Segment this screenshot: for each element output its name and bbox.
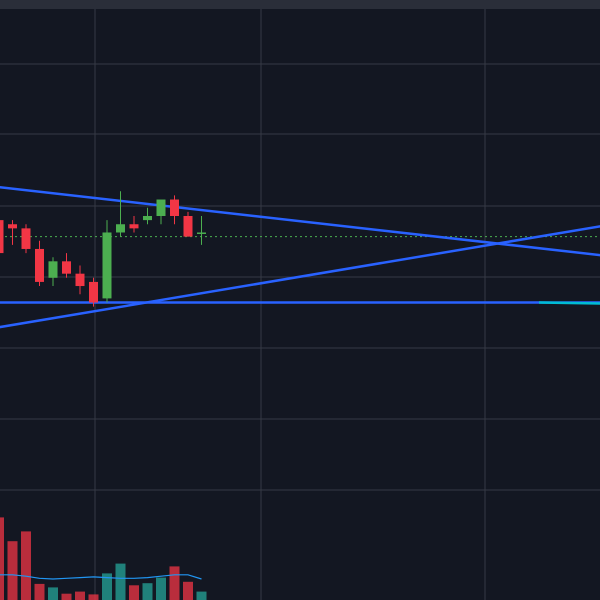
candle-body (75, 273, 85, 287)
candle (0, 220, 4, 254)
candle-body (89, 281, 98, 303)
candle-body (116, 224, 125, 233)
volume-bar (102, 573, 112, 600)
candle-body (21, 228, 31, 249)
candle (102, 220, 112, 303)
volume-bar (129, 585, 139, 600)
cyan-trend-segment[interactable] (538, 301, 600, 307)
candle (21, 224, 31, 254)
volume-moving-average-line (0, 574, 202, 580)
volume-bar (7, 541, 18, 600)
volume-bar (48, 587, 58, 600)
candle-body (35, 248, 44, 282)
candle (143, 207, 152, 225)
candle-body (197, 232, 206, 234)
volume-bar (61, 593, 72, 600)
candle (8, 220, 17, 245)
volume-bar (34, 583, 45, 600)
candle (197, 216, 206, 245)
candle-body (156, 199, 166, 216)
volume-bars (0, 517, 207, 600)
volume-bar (156, 577, 166, 600)
volume-bar (183, 581, 193, 600)
candlesticks (0, 191, 206, 307)
candle-body (102, 232, 112, 299)
candle (75, 265, 85, 295)
volume-bar (142, 583, 153, 600)
grid-lines (0, 9, 600, 600)
chart-top-bar (0, 0, 600, 9)
candle (62, 253, 71, 278)
candle (35, 240, 44, 287)
candle (170, 195, 179, 225)
candle-body (0, 220, 4, 254)
candle-body (129, 224, 139, 229)
volume-bar (169, 566, 180, 600)
candle-body (143, 216, 152, 221)
volume-bar (0, 517, 4, 600)
candle-body (62, 261, 71, 274)
candle (116, 191, 125, 237)
candle-body (8, 224, 17, 229)
volume-bar (21, 531, 31, 600)
volume-bar (196, 591, 207, 600)
candle-body (48, 261, 58, 278)
candle (129, 216, 139, 233)
volume-bar (115, 563, 126, 600)
volume-bar (75, 591, 85, 600)
candle (183, 211, 193, 237)
candle (48, 257, 58, 287)
candle-body (170, 199, 179, 216)
volume-bar (88, 594, 99, 600)
candle (156, 199, 166, 225)
trendline-ascending (0, 225, 600, 329)
candle (89, 277, 98, 307)
candle-body (183, 216, 193, 237)
